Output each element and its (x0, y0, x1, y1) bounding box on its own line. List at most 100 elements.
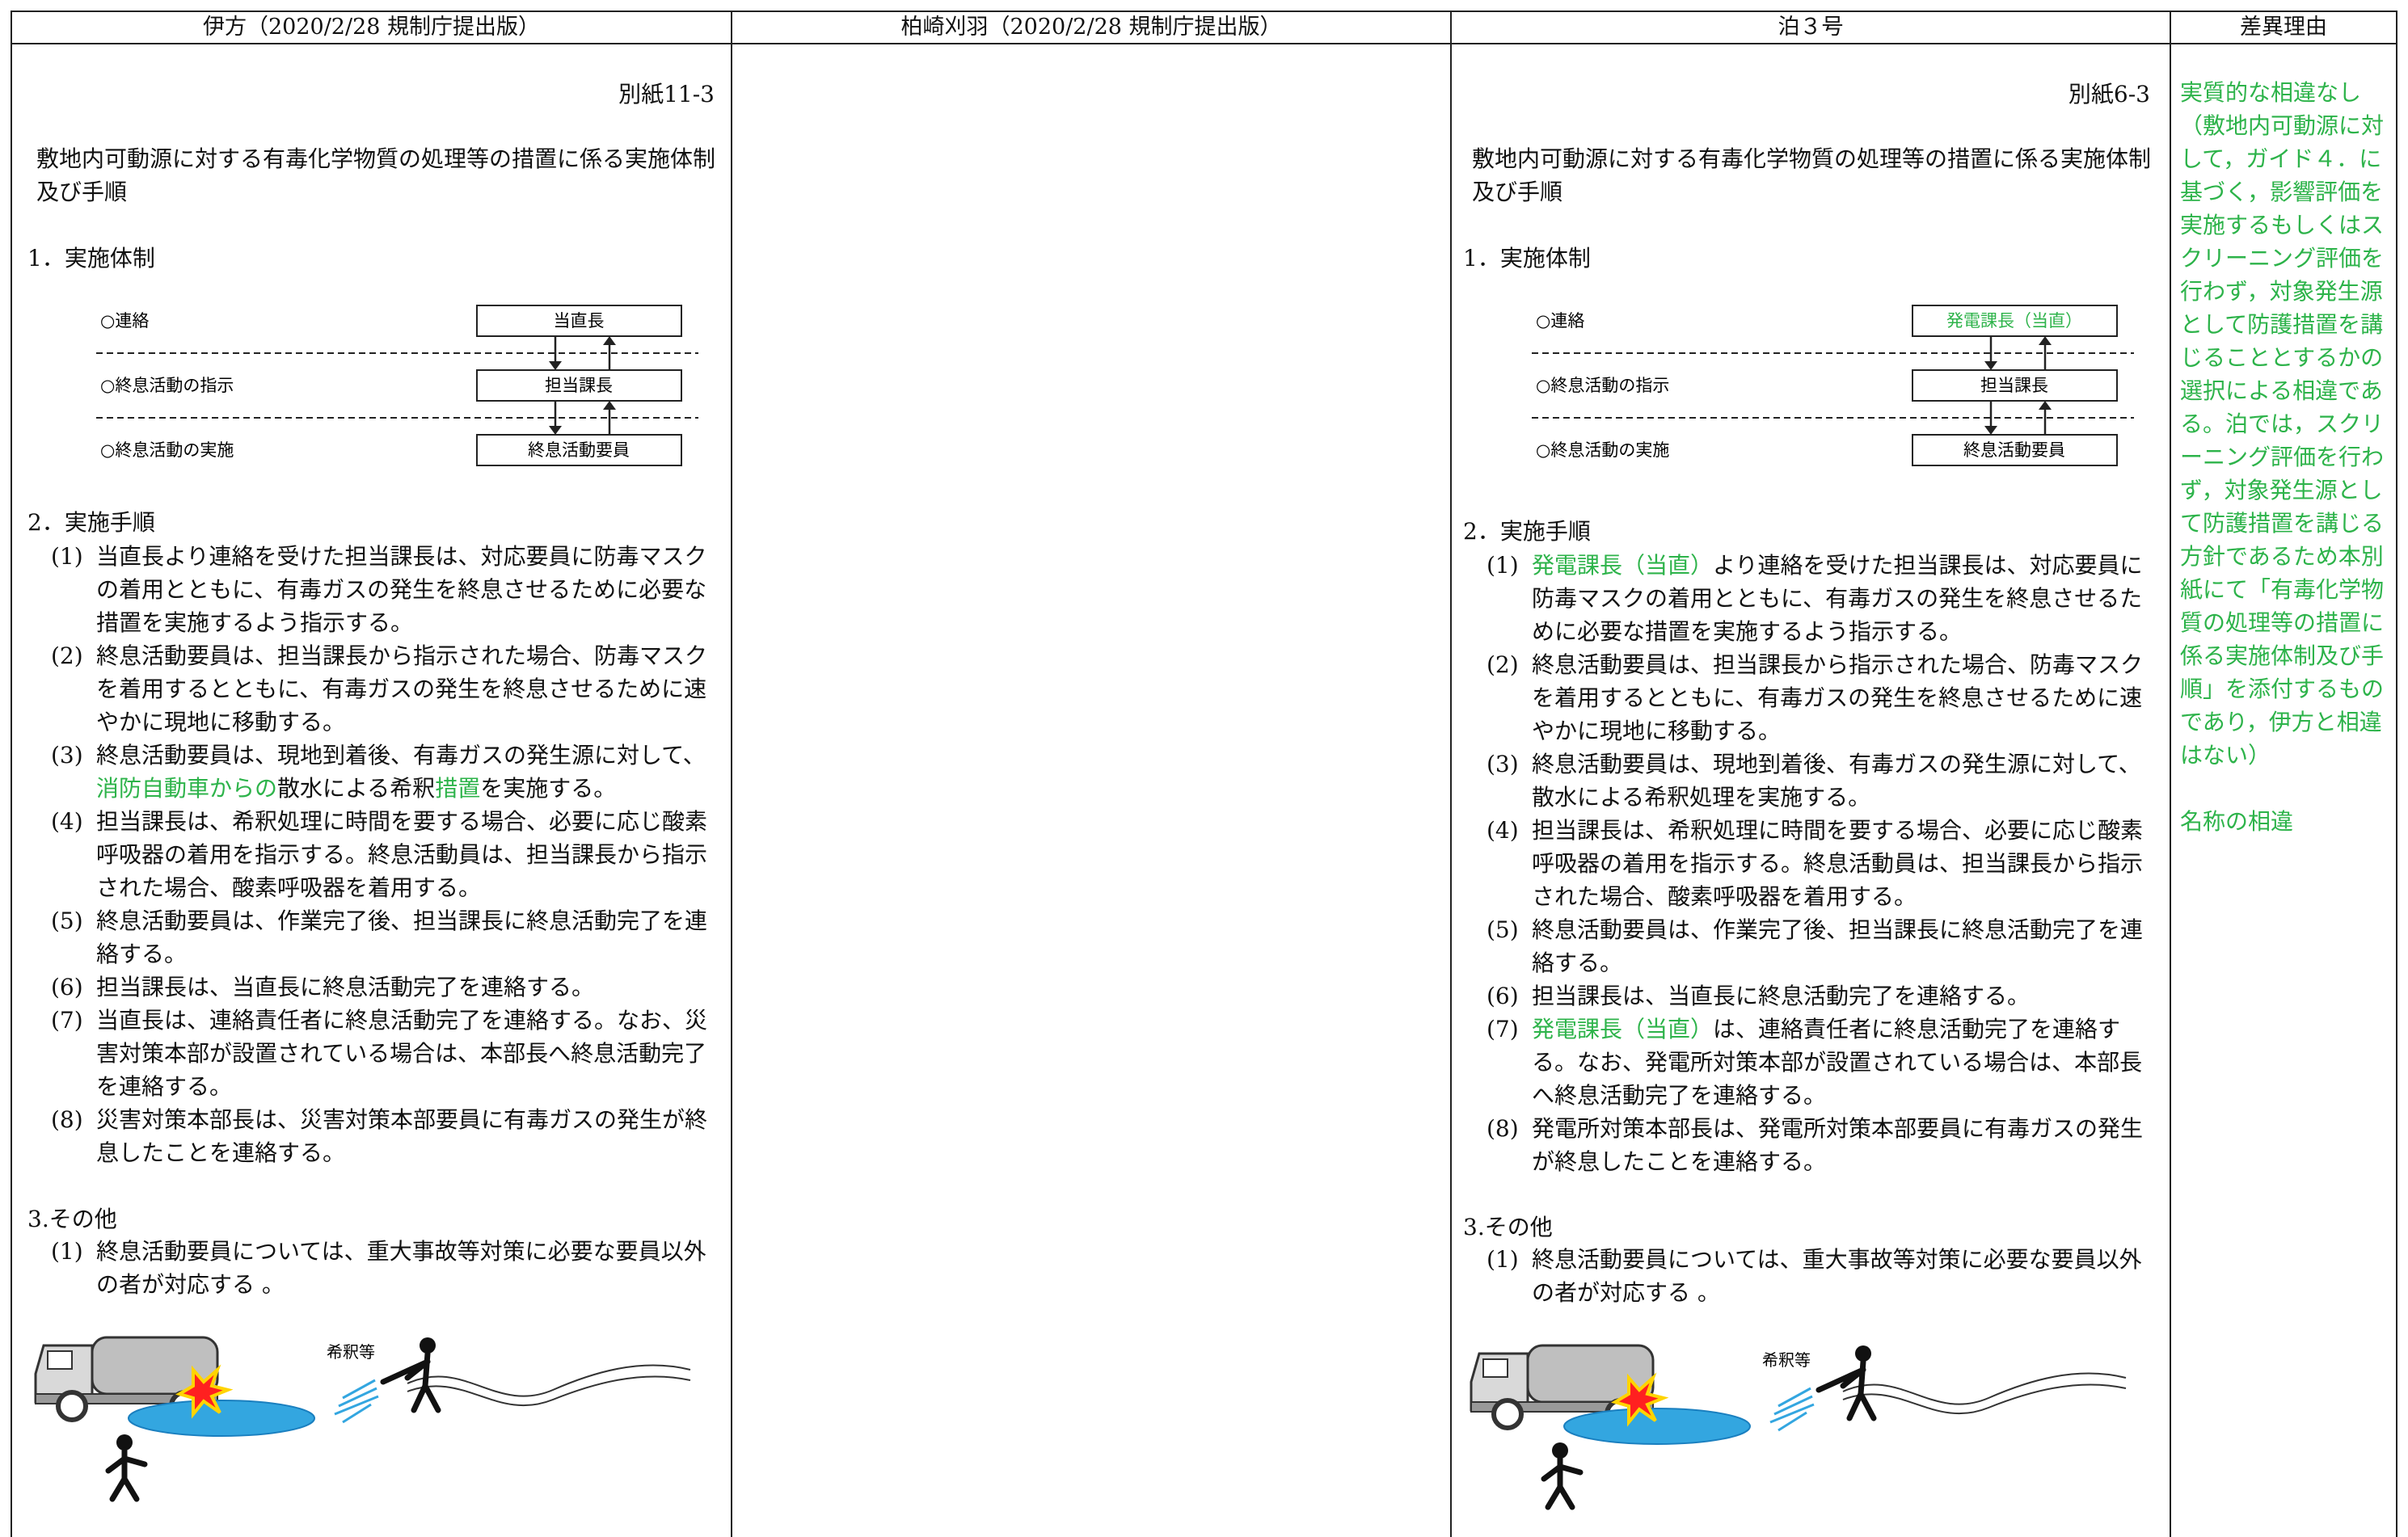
organization-diagram: ○連絡 当直長 ○終息活動の指示 担当課長 ○終息活動の実施 終息活動要員 (96, 305, 698, 466)
wheel (1491, 1398, 1524, 1430)
step-number: (1) (1487, 1246, 1519, 1273)
procedure-step: (6) 担当課長は、当直長に終息活動完了を連絡する。 (51, 971, 718, 1004)
hose (407, 1364, 691, 1407)
text-segment: 発電課長（当直） (1532, 552, 1714, 579)
attachment-ref: 別紙11-3 (618, 81, 715, 107)
text-segment: 消防自動車からの (96, 775, 278, 802)
procedure-step: (2) 終息活動要員は、担当課長から指示された場合、防毒マスクを着用するとともに、… (51, 639, 718, 739)
role-label: ○終息活動の指示 (100, 376, 234, 395)
column-header: 伊方（2020/2/28 規制庁提出版） (202, 15, 541, 40)
reason-column: 実質的な相違なし（敷地内可動源に対して，ガイド４．に基づく，影響評価を実施するも… (2180, 76, 2389, 871)
table-border (11, 11, 12, 1537)
step-number: (8) (51, 1106, 83, 1133)
doc-title: 敷地内可動源に対する有毒化学物質の処理等の措置に係る実施体制及び手順 (1472, 145, 2152, 205)
step-number: (3) (1487, 751, 1519, 777)
step-number: (3) (51, 742, 83, 768)
arrow-head (549, 361, 562, 370)
text-segment: 災害対策本部長は、災害対策本部要員に有毒ガスの発生が終息したことを連絡する。 (96, 1106, 708, 1166)
procedure-step: (8) 災害対策本部長は、災害対策本部要員に有毒ガスの発生が終息したことを連絡する… (51, 1103, 718, 1169)
arrow-head (603, 336, 616, 345)
role-box-label: 当直長 (554, 311, 605, 331)
difference-reason: 実質的な相違なし（敷地内可動源に対して，ガイド４．に基づく，影響評価を実施するも… (2180, 79, 2385, 768)
other-list: (1) 終息活動要員については、重大事故等対策に必要な要員以外の者が対応する 。 (51, 1235, 718, 1301)
spill (1563, 1408, 1751, 1445)
truck-window (1482, 1358, 1508, 1378)
role-box (476, 305, 682, 337)
role-box (476, 369, 682, 402)
leak-mark (175, 1364, 234, 1419)
procedure-step: (5) 終息活動要員は、作業完了後、担当課長に終息活動完了を連絡する。 (51, 904, 718, 971)
step-number: (6) (1487, 983, 1519, 1009)
step-number: (2) (51, 642, 83, 669)
role-box-label: 担当課長 (545, 376, 613, 395)
text-segment: 終息活動要員は、現地到着後、有毒ガスの発生源に対して、 (96, 742, 706, 768)
person-body (1815, 1358, 1877, 1421)
table-border (11, 43, 2397, 44)
leak-mark (1611, 1372, 1669, 1427)
role-box-label: 担当課長 (1980, 376, 2048, 395)
procedure-step: (2) 終息活動要員は、担当課長から指示された場合、防毒マスクを着用するとともに、… (1487, 648, 2153, 747)
role-box (1912, 434, 2118, 466)
procedure-step: (1) 当直長より連絡を受けた担当課長は、対応要員に防毒マスクの着用とともに、有毒… (51, 540, 718, 639)
wheel (56, 1390, 88, 1422)
text-segment: を実施する。 (480, 775, 617, 802)
role-box-label: 発電課長（当直） (1946, 311, 2082, 331)
text-segment: 終息活動要員については、重大事故等対策に必要な要員以外の者が対応する 。 (1532, 1246, 2142, 1306)
column-header: 泊３号 (1778, 15, 1844, 40)
step-number: (5) (1487, 916, 1519, 943)
table-border (2170, 11, 2171, 1537)
step-number: (1) (51, 543, 83, 570)
table-border (1450, 11, 1452, 1537)
text-segment: 当直長は、連絡責任者に終息活動完了を連絡する。なお、災害対策本部が設置されている… (96, 1007, 708, 1100)
water-spray (334, 1379, 379, 1424)
doc-title: 敷地内可動源に対する有毒化学物質の処理等の措置に係る実施体制及び手順 (36, 145, 716, 205)
step-number: (1) (51, 1238, 83, 1265)
attachment-ref: 別紙6-3 (2068, 81, 2150, 107)
arrow-head (2039, 401, 2052, 410)
step-number: (7) (51, 1007, 83, 1034)
text-segment: 措置 (435, 775, 481, 802)
section-heading: 3.その他 (27, 1206, 117, 1232)
procedure-step: (1) 発電課長（当直）より連絡を受けた担当課長は、対応要員に防毒マスクの着用とと… (1487, 549, 2153, 648)
text-segment: 終息活動要員は、担当課長から指示された場合、防毒マスクを着用するとともに、有毒ガ… (96, 642, 708, 735)
arrow-head (549, 426, 562, 435)
text-segment: 終息活動要員については、重大事故等対策に必要な要員以外の者が対応する 。 (96, 1238, 706, 1298)
text-segment: 担当課長は、希釈処理に時間を要する場合、必要に応じ酸素呼吸器の着用を指示する。終… (1532, 817, 2144, 910)
table-border (2396, 11, 2397, 1537)
arrow-head (2039, 336, 2052, 345)
arrow-head (1984, 361, 1997, 370)
text-segment: 担当課長は、当直長に終息活動完了を連絡する。 (96, 974, 595, 1000)
figure-label: 希釈等 (1762, 1350, 1811, 1370)
text-segment: 担当課長は、当直長に終息活動完了を連絡する。 (1532, 983, 2031, 1009)
text-segment: 終息活動要員は、担当課長から指示された場合、防毒マスクを着用するとともに、有毒ガ… (1532, 651, 2144, 744)
person-body (105, 1447, 148, 1502)
procedure-step: (3) 終息活動要員は、現地到着後、有毒ガスの発生源に対して、消防自動車からの散水… (51, 739, 718, 805)
column-header: 差異理由 (2240, 15, 2327, 40)
difference-reason: 名称の相違 (2180, 808, 2294, 835)
step-number: (5) (51, 907, 83, 934)
spill (128, 1400, 315, 1437)
text-segment: より連絡を受けた担当課長は、対応要員に防毒マスクの着用とともに、有毒ガスの発生を… (1532, 552, 2143, 645)
column-header: 柏崎刈羽（2020/2/28 規制庁提出版） (900, 15, 1282, 40)
arrow-head (603, 401, 616, 410)
figure-label: 希釈等 (327, 1342, 375, 1362)
procedure-list: (1) 発電課長（当直）より連絡を受けた担当課長は、対応要員に防毒マスクの着用とと… (1487, 549, 2153, 1178)
role-label: ○終息活動の実施 (100, 440, 234, 460)
role-box-label: 終息活動要員 (1963, 440, 2065, 460)
procedure-step: (7) 発電課長（当直）は、連絡責任者に終息活動完了を連絡する。なお、発電所対策本… (1487, 1013, 2153, 1112)
text-segment: 担当課長は、希釈処理に時間を要する場合、必要に応じ酸素呼吸器の着用を指示する。終… (96, 808, 708, 901)
arrow-head (1984, 426, 1997, 435)
step-number: (2) (1487, 651, 1519, 678)
organization-diagram: ○連絡 発電課長（当直） ○終息活動の指示 担当課長 ○終息活動の実施 終息活動要員 (1532, 305, 2134, 466)
text-segment: 終息活動要員は、作業完了後、担当課長に終息活動完了を連絡する。 (1532, 916, 2144, 976)
table-border (731, 11, 732, 1537)
section-heading: 1．実施体制 (27, 245, 155, 272)
section-heading: 2．実施手順 (1463, 518, 1591, 545)
person-head (1552, 1442, 1568, 1459)
procedure-list: (1) 当直長より連絡を受けた担当課長は、対応要員に防毒マスクの着用とともに、有毒… (51, 540, 718, 1169)
person-head (1855, 1345, 1871, 1362)
illustration: 希釈等 (34, 1336, 691, 1502)
truck-window (47, 1350, 73, 1370)
